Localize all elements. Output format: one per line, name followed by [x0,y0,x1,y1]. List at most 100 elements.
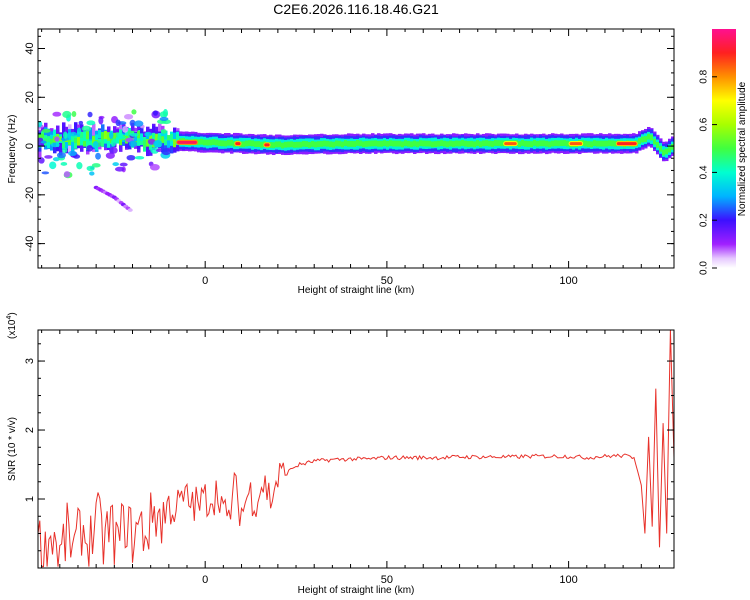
snr-series-line [38,330,674,568]
spectrogram-blob [157,134,162,142]
spectrogram-cell [101,132,105,140]
spectrogram-panel: 0 50 100 -40 -20 0 20 40 Height of straight lin… [7,28,675,296]
spectrogram-cell [170,133,174,142]
spectrogram-blob [38,157,45,164]
spectrogram-blob [63,171,71,178]
spectrogram-ticks: 0 50 100 -40 -20 0 20 40 [24,29,674,287]
spectrogram-cell [62,141,66,149]
spectrogram-cell [254,141,258,148]
spectrogram-cell [149,134,153,142]
spectrogram-cell [668,146,672,153]
spectrogram-blob [115,119,121,127]
spectrogram-cell [347,140,351,147]
spectrogram-cell [362,141,366,148]
spectrogram-blob [123,113,134,120]
spectrogram-blob [91,163,101,168]
spectrogram-blob [144,131,153,137]
spectrogram-blob [95,152,101,160]
spectrogram-cell [446,141,450,148]
spectrogram-cell [419,140,423,147]
y-tick-label: 40 [24,42,36,54]
spectrogram-cell [146,132,150,144]
spectrogram-cell [389,140,393,147]
spectrogram-cell [554,140,558,147]
spectrogram-cell [323,140,327,147]
spectrogram-cell [665,148,669,155]
spectrogram-cell [68,132,72,146]
spectrogram-cell [92,136,96,144]
spectrogram-cell [449,140,453,147]
spectrogram-cell [551,140,555,147]
spectrogram-cell [521,139,525,146]
spectrogram-blob [49,161,57,170]
spectrogram-cell [161,136,165,144]
spectrogram-cell [146,139,150,147]
spectrogram-blob [161,148,171,156]
spectrogram-cell [152,132,156,144]
spectrogram-frame [37,28,675,269]
spectrogram-cell [494,140,498,146]
spectrogram-blob [114,166,125,172]
spectrogram-cell [338,140,342,147]
spectrogram-cell [41,133,45,139]
spectrogram-cell [299,141,303,148]
spectrogram-blob [86,120,96,126]
colorbar: 0.0 0.2 0.4 0.6 0.8 Normalized spectral ampl… [699,29,748,275]
spectrogram-cell [284,141,288,148]
spectrogram-cell [482,140,486,147]
spectrogram-cell [638,138,642,144]
spectrogram-blob [159,111,168,118]
spectrogram-blob [159,116,169,122]
snr-scale-label: (x104) [6,312,18,339]
spectrogram-blob [76,162,83,170]
spectrogram-cell [227,139,231,146]
spectrogram-cell [302,140,306,147]
spectrogram-cell [485,140,489,147]
spectrogram-peak [616,142,637,146]
spectrogram-cell [137,130,141,139]
spectrogram-blob [117,132,124,139]
spectrogram-cell [206,139,210,146]
spectrogram-cell [458,140,462,147]
spectrogram-blob [126,154,136,161]
spectrogram-blob [38,141,43,147]
spectrogram-blob [86,165,95,171]
spectrogram-peak [177,140,197,144]
spectrogram-blob [54,136,60,142]
snr-x-axis-label: Height of straight line (km) [298,585,415,596]
spectrogram-cell [437,140,441,147]
spectrogram-blob [60,137,70,141]
spectrogram-peak [569,142,583,146]
spectrogram-x-axis-label: Height of straight line (km) [298,285,415,296]
x-tick-label: 100 [559,275,577,287]
y-tick-label: -20 [24,187,36,203]
spectrogram-cell [218,140,222,147]
colorbar-tick-label: 0.8 [699,69,710,83]
spectrogram-cell [335,140,339,147]
spectrogram-peak [504,142,517,146]
spectrogram-cell [200,138,204,145]
snr-ticks: 0 50 100 1 2 3 [24,330,674,586]
spectrogram-cell [296,141,300,148]
y-tick-label: 3 [24,358,36,364]
spectrogram-cell [140,133,144,145]
spectrogram-cell [50,138,54,145]
spectrogram-cell [584,140,588,147]
spectrogram-blob [153,139,163,148]
spectrogram-peak [264,143,270,147]
spectrogram-cell [317,141,321,148]
spectrogram-cell [305,141,309,148]
spectrogram-blob [149,163,160,171]
spectrogram-blob [128,140,138,148]
spectrogram-blob [38,120,43,128]
spectrogram-cell [215,139,219,146]
spectrogram-cell [326,140,330,147]
spectrogram-cell [500,140,504,147]
spectrogram-cell [164,139,168,146]
spectrogram-cell [272,142,276,149]
spectrogram-cell [71,135,75,152]
spectrogram-cell [548,141,552,148]
spectrogram-cell [359,140,363,147]
snr-plot-area [38,330,674,568]
spectrogram-cell [341,141,345,148]
